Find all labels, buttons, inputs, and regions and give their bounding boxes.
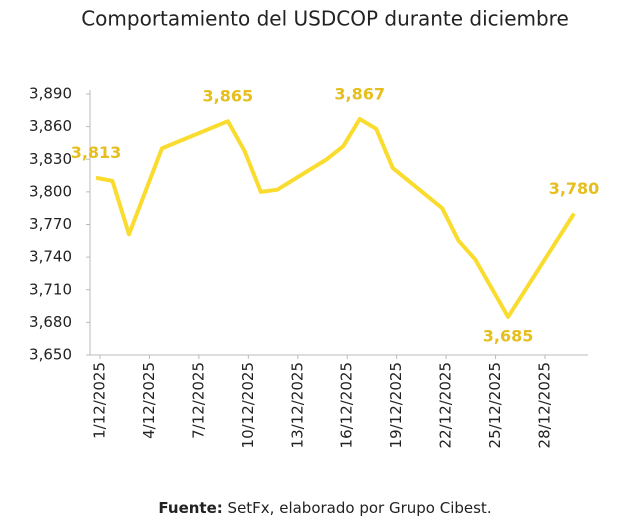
x-tick-label: 1/12/2025: [91, 362, 109, 439]
x-tick-label: 16/12/2025: [338, 362, 356, 448]
source-text: SetFx, elaborado por Grupo Cibest.: [228, 499, 492, 517]
y-tick-label: 3,650: [29, 346, 72, 364]
y-tick-label: 3,830: [29, 150, 72, 168]
x-tick-label: 4/12/2025: [140, 362, 158, 439]
value-label: 3,685: [483, 326, 534, 345]
value-label: 3,813: [71, 143, 122, 162]
x-tick-label: 22/12/2025: [437, 362, 455, 448]
line: [95, 117, 576, 319]
y-tick-label: 3,740: [29, 248, 72, 266]
x-tick-label: 13/12/2025: [288, 362, 306, 448]
y-tick-label: 3,890: [29, 85, 72, 103]
x-tick-label: 28/12/2025: [536, 362, 554, 448]
value-label: 3,780: [549, 179, 600, 198]
x-tick-label: 10/12/2025: [239, 362, 257, 448]
value-label: 3,865: [203, 87, 254, 106]
chart-title: Comportamiento del USDCOP durante diciem…: [81, 7, 569, 31]
x-tick-label: 25/12/2025: [486, 362, 504, 448]
source: Fuente: SetFx, elaborado por Grupo Cibes…: [158, 499, 491, 517]
y-tick-label: 3,770: [29, 215, 72, 233]
y-tick-label: 3,860: [29, 117, 72, 135]
y-tick-label: 3,710: [29, 280, 72, 298]
y-tick-label: 3,800: [29, 182, 72, 200]
x-tick-label: 7/12/2025: [189, 362, 207, 439]
y-tick-label: 3,680: [29, 313, 72, 331]
x-tick-label: 19/12/2025: [387, 362, 405, 448]
source-label: Fuente:: [158, 499, 222, 517]
value-label: 3,867: [334, 85, 385, 104]
